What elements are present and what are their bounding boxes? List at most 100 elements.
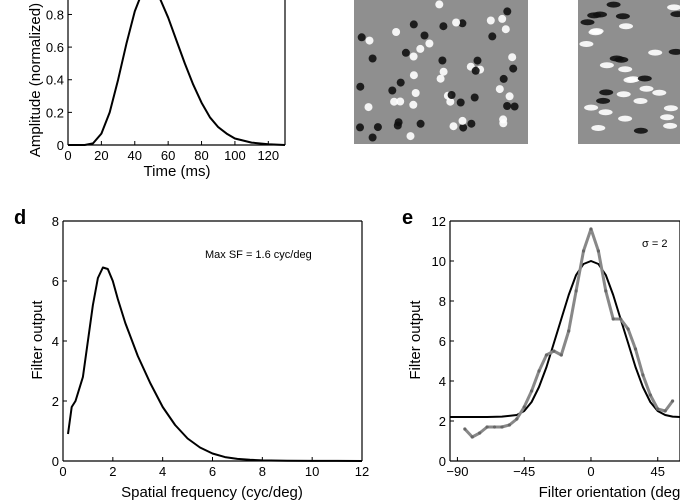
series-point bbox=[559, 353, 563, 357]
panel-letter-d: d bbox=[14, 207, 26, 229]
stimulus-dot bbox=[406, 132, 415, 141]
stimulus-dot bbox=[486, 16, 495, 25]
max-sf-annotation: Max SF = 1.6 cyc/deg bbox=[205, 249, 312, 261]
series-point bbox=[492, 425, 497, 429]
y-tick-label: 4 bbox=[439, 374, 446, 389]
stimulus-dot bbox=[473, 56, 482, 65]
series-point bbox=[537, 369, 541, 373]
chart-a-ylabel: Amplitude (normalized) bbox=[27, 3, 44, 157]
stimulus-dot bbox=[652, 89, 667, 96]
stimulus-dot bbox=[663, 122, 678, 129]
stimulus-dot bbox=[505, 92, 514, 101]
stimulus-dot bbox=[639, 85, 654, 92]
stimulus-dot bbox=[616, 91, 631, 98]
series-point bbox=[530, 389, 534, 393]
stimulus-dot bbox=[591, 125, 606, 131]
stimulus-dot bbox=[668, 48, 680, 55]
stimulus-dot bbox=[584, 104, 599, 111]
series-point bbox=[641, 373, 645, 377]
series-point bbox=[485, 425, 489, 429]
x-tick-label: 10 bbox=[305, 464, 319, 479]
stimulus-dot bbox=[447, 91, 456, 99]
x-tick-label: 120 bbox=[257, 148, 279, 163]
stimulus-dot bbox=[365, 36, 374, 45]
stimulus-dot bbox=[503, 7, 512, 16]
stimulus-dot bbox=[435, 0, 444, 9]
series-point bbox=[478, 431, 482, 435]
stimulus-dot bbox=[396, 78, 405, 87]
series-point bbox=[656, 407, 660, 411]
stimulus-dot bbox=[633, 98, 648, 104]
x-tick-label: 100 bbox=[224, 148, 246, 163]
stimulus-dot bbox=[580, 19, 595, 26]
stimulus-dot bbox=[471, 66, 480, 75]
y-tick-label: 8 bbox=[52, 214, 59, 229]
stimulus-dot bbox=[411, 89, 420, 97]
stimulus-dot bbox=[598, 109, 613, 116]
stimulus-dot bbox=[368, 133, 377, 142]
y-tick-label: 0 bbox=[52, 454, 59, 469]
chart-d-xlabel: Spatial frequency (cyc/deg) bbox=[121, 484, 303, 500]
chart-e-ylabel: Filter output bbox=[407, 300, 424, 380]
stimulus-dot bbox=[606, 1, 621, 8]
y-tick-label: 0.6 bbox=[46, 40, 64, 55]
y-tick-label: 6 bbox=[439, 334, 446, 349]
stimulus-dot bbox=[667, 4, 680, 11]
x-tick-label: 2 bbox=[109, 464, 116, 479]
x-tick-label: 40 bbox=[128, 148, 142, 163]
series-point bbox=[567, 329, 571, 333]
stimulus-dot bbox=[368, 54, 377, 63]
series-point bbox=[574, 289, 578, 293]
stimulus-dot bbox=[579, 41, 594, 47]
series-line-0 bbox=[67, 266, 363, 462]
y-tick-label: 0 bbox=[439, 454, 446, 469]
stimulus-dot bbox=[373, 123, 382, 132]
series-point bbox=[544, 353, 549, 357]
y-tick-label: 0.8 bbox=[46, 7, 64, 22]
stimulus-dot bbox=[495, 85, 504, 94]
stimulus-dot bbox=[364, 103, 373, 112]
x-tick-label: 4 bbox=[159, 464, 166, 479]
stimulus-dot bbox=[499, 74, 508, 83]
stimulus-dot bbox=[615, 13, 630, 20]
series-point bbox=[507, 423, 511, 427]
stimulus-dot bbox=[633, 127, 648, 134]
y-tick-label: 10 bbox=[432, 254, 446, 269]
stimulus-dot bbox=[623, 77, 638, 83]
stimulus-dot bbox=[438, 56, 447, 65]
chart-a-xlabel: Time (ms) bbox=[144, 163, 211, 180]
stimulus-dot bbox=[593, 11, 607, 18]
stimulus-dot bbox=[409, 71, 418, 80]
series-point bbox=[470, 435, 474, 439]
y-tick-label: 2 bbox=[52, 394, 59, 409]
series-point bbox=[626, 327, 630, 331]
chart-e-xlabel: Filter orientation (deg) bbox=[539, 484, 680, 500]
series-point bbox=[463, 427, 467, 431]
stimulus-dot bbox=[509, 64, 518, 73]
y-tick-label: 0 bbox=[57, 138, 64, 153]
x-tick-label: 80 bbox=[194, 148, 208, 163]
stimulus-dot bbox=[609, 55, 624, 62]
series-point bbox=[663, 409, 667, 413]
x-tick-label: 12 bbox=[355, 464, 369, 479]
stimulus-dot bbox=[409, 52, 418, 61]
x-tick-label: 45 bbox=[651, 464, 665, 479]
stimulus-dot bbox=[599, 89, 614, 96]
stimulus-dot bbox=[416, 44, 425, 53]
stimulus-dot bbox=[503, 102, 512, 110]
stimulus-dot bbox=[401, 48, 410, 57]
y-tick-label: 6 bbox=[52, 274, 59, 289]
chart-d-ylabel: Filter output bbox=[29, 300, 46, 380]
stimulus-dot bbox=[409, 20, 418, 29]
series-line-0 bbox=[68, 0, 286, 146]
stimulus-dot bbox=[596, 97, 611, 104]
stimulus-dots-2 bbox=[579, 1, 680, 134]
stimulus-dot bbox=[618, 115, 633, 122]
stimulus-dot bbox=[619, 23, 633, 30]
stimulus-dot bbox=[670, 11, 680, 18]
stimulus-dot bbox=[420, 31, 429, 40]
chart-amplitude: 0 20 40 60 80 100 120 0 0.2 0.4 0.6 0.8 bbox=[46, 0, 286, 163]
stimulus-dot bbox=[467, 119, 476, 128]
series-point bbox=[500, 425, 504, 429]
x-tick-label: −90 bbox=[446, 464, 468, 479]
